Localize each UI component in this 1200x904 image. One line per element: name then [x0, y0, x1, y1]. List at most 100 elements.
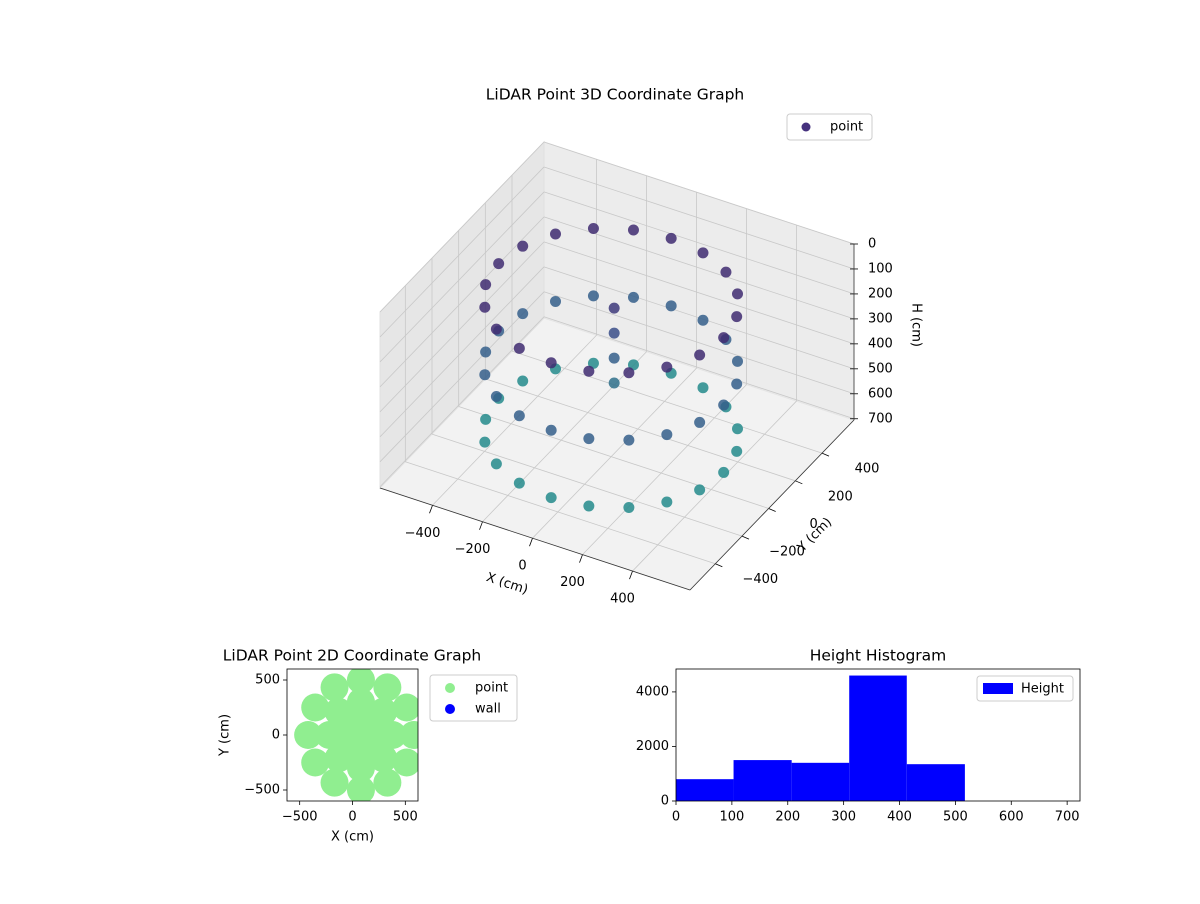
point: [608, 352, 620, 364]
z-tick-label: 400: [868, 336, 893, 351]
y-tick-label: 200: [828, 489, 853, 504]
plot-area: [294, 669, 418, 801]
grid-line: [543, 316, 855, 420]
chart-title: LiDAR Point 3D Coordinate Graph: [486, 86, 744, 104]
y-tick-label: −500: [244, 783, 280, 798]
x-tick-label: −400: [405, 526, 441, 541]
chart-title: LiDAR Point 2D Coordinate Graph: [223, 647, 481, 665]
x-tick-label: 100: [719, 810, 744, 825]
x-tick-label: 200: [560, 575, 585, 590]
point: [623, 434, 635, 446]
legend-marker: [801, 122, 811, 132]
point: [608, 327, 620, 339]
point: [550, 228, 561, 240]
point: [694, 484, 706, 496]
legend-frame: [976, 675, 1074, 702]
x-tick-label: −500: [282, 810, 318, 825]
point: [517, 308, 529, 320]
point: [490, 458, 502, 470]
point: [545, 357, 557, 369]
bar: [849, 675, 907, 801]
point: [732, 355, 743, 367]
point: [583, 500, 595, 512]
point: [608, 302, 620, 314]
x-tick-label: 500: [943, 810, 968, 825]
grid-line: [582, 384, 747, 555]
point: [346, 776, 375, 801]
point: [665, 300, 677, 312]
point: [731, 445, 743, 457]
point: [373, 673, 402, 702]
point: [731, 311, 743, 323]
grid-line: [379, 241, 545, 413]
z-tick-label: 600: [868, 386, 893, 401]
x-axis-line: [379, 487, 691, 591]
grid-line: [379, 216, 545, 388]
legend-label: wall: [475, 702, 501, 717]
point: [627, 224, 639, 236]
point: [479, 436, 491, 448]
y-tick-label: 500: [255, 673, 280, 688]
bar: [906, 764, 965, 801]
tick-mark: [741, 535, 750, 540]
grid-line: [543, 166, 855, 270]
y-tick-label: 2000: [636, 739, 669, 754]
grid-line: [543, 241, 855, 345]
point: [720, 266, 732, 278]
point: [732, 423, 743, 435]
x-tick-label: 0: [518, 559, 526, 574]
z-tick-label: 0: [868, 237, 876, 252]
grid-line: [543, 191, 855, 295]
x-tick-label: 400: [610, 592, 635, 607]
grid-line: [379, 141, 545, 313]
tick-mark: [529, 538, 533, 547]
tick-mark: [429, 505, 433, 514]
tick-mark: [821, 452, 830, 457]
point: [694, 349, 706, 361]
point: [320, 673, 349, 702]
legend-marker: [445, 683, 455, 693]
legend-label: point: [830, 120, 863, 135]
grid-line: [405, 461, 716, 565]
x-tick-label: 300: [831, 810, 856, 825]
tick-mark: [715, 563, 723, 568]
tick-mark: [579, 554, 583, 563]
point: [480, 413, 492, 425]
grid-line: [431, 433, 743, 537]
point: [697, 247, 709, 259]
point: [480, 279, 492, 291]
x-tick-label: 400: [887, 810, 912, 825]
point: [369, 744, 398, 773]
point: [583, 365, 595, 377]
bar: [733, 760, 792, 801]
tick-mark: [479, 521, 483, 530]
point: [587, 222, 599, 234]
z-tick-label: 100: [868, 261, 893, 276]
point: [587, 290, 599, 302]
y-tick-label: −200: [769, 545, 805, 560]
point: [661, 429, 673, 441]
grid-line: [532, 367, 697, 539]
scatter-chart: LiDAR Point 2D Coordinate Graph −500 0 500 −…: [218, 647, 518, 845]
point: [480, 346, 492, 358]
point: [718, 399, 730, 411]
x-tick-label: 700: [1055, 810, 1080, 825]
point: [346, 669, 375, 694]
point: [320, 768, 349, 797]
y-tick-label: −400: [742, 572, 778, 587]
x-tick-label: 500: [393, 810, 418, 825]
z-tick-label: 700: [868, 411, 893, 426]
legend-frame: [786, 113, 873, 141]
point: [732, 288, 743, 300]
point: [661, 361, 673, 373]
point: [479, 369, 491, 381]
point: [731, 378, 743, 390]
x-axis-label: X (cm): [484, 570, 530, 598]
point: [294, 721, 323, 749]
grid-line: [379, 291, 545, 463]
point: [583, 433, 595, 445]
point: [517, 240, 529, 252]
grid-line: [482, 351, 647, 523]
point: [608, 377, 620, 389]
y-tick-label: 0: [810, 517, 818, 532]
